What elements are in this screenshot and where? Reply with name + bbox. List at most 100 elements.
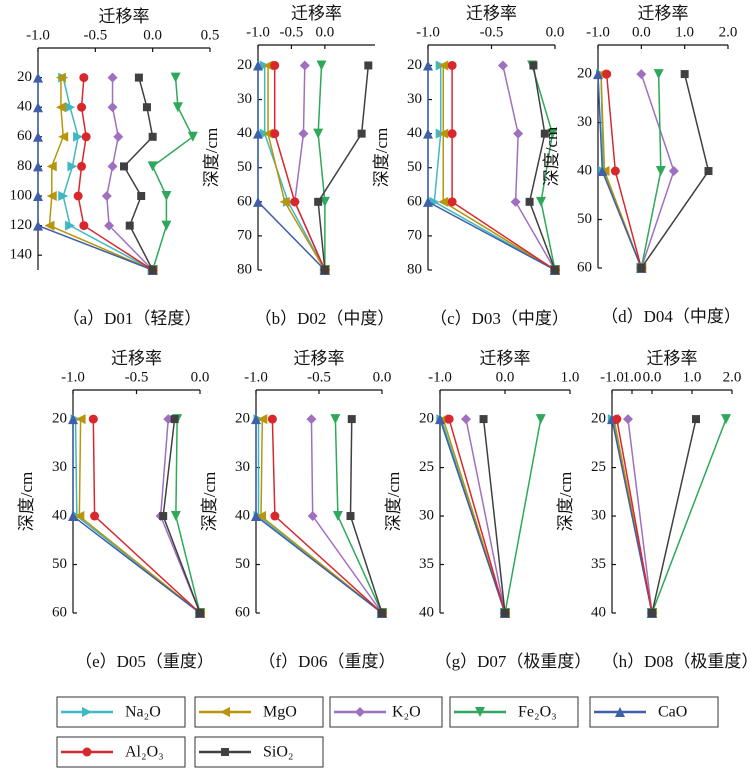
marker — [347, 415, 356, 424]
marker — [137, 192, 146, 200]
y-axis-title: 深度/cm — [542, 127, 561, 187]
series-line — [465, 418, 506, 614]
x-tick-label: -0.5 — [83, 27, 107, 43]
legend-box — [329, 696, 443, 728]
y-tick-label: 20 — [407, 57, 422, 73]
marker — [438, 128, 449, 139]
legend-box — [194, 736, 324, 768]
marker — [107, 102, 118, 113]
marker — [55, 72, 66, 83]
marker — [501, 609, 509, 617]
legend-box — [194, 696, 324, 728]
y-tick-label: 30 — [235, 459, 250, 475]
marker — [610, 166, 620, 176]
y-tick-label: 40 — [237, 125, 252, 141]
marker — [79, 73, 89, 83]
series-line — [267, 65, 326, 271]
panel-caption: （d）D04（中度） — [601, 307, 741, 326]
panel-caption: （f）D06（重度） — [259, 652, 396, 671]
marker — [704, 167, 713, 176]
y-tick-label: 25 — [591, 459, 606, 475]
marker — [536, 196, 547, 207]
series-line — [37, 77, 153, 271]
series-line — [451, 65, 556, 271]
marker — [378, 609, 386, 617]
legend-marker — [355, 707, 365, 717]
y-axis-title: 深度/cm — [372, 128, 391, 188]
x-tick-label: 0.0 — [143, 27, 162, 43]
marker — [263, 128, 274, 139]
series-line — [442, 65, 556, 271]
marker — [107, 72, 118, 83]
marker — [170, 511, 181, 522]
x-axis-title: 迁移率 — [480, 349, 531, 368]
marker — [33, 72, 43, 83]
x-axis-title: 迁移率 — [291, 4, 342, 23]
marker — [68, 414, 78, 425]
series-line — [651, 418, 727, 614]
series-line — [528, 65, 556, 271]
series-line — [257, 65, 326, 271]
y-tick-label: 20 — [237, 57, 252, 73]
marker — [593, 69, 603, 80]
panel-caption: （c）D03（中度） — [430, 309, 569, 328]
marker — [75, 414, 86, 425]
marker — [270, 129, 280, 139]
marker — [113, 131, 124, 142]
marker — [447, 197, 457, 207]
marker — [187, 131, 198, 142]
y-axis-title: 深度/cm — [200, 472, 219, 532]
x-tick-label: -1.0 — [600, 369, 624, 385]
marker — [668, 166, 679, 177]
series-line — [504, 418, 542, 614]
series-line — [502, 65, 556, 271]
x-axis-title: 迁移率 — [294, 349, 345, 368]
x-axis-title: 迁移率 — [466, 4, 517, 23]
marker — [314, 197, 323, 206]
y-tick-label: 50 — [235, 556, 250, 572]
x-tick-label: 0.0 — [315, 24, 334, 40]
marker — [253, 196, 263, 207]
marker — [307, 511, 318, 522]
panel-caption: （a）D01（轻度） — [63, 309, 202, 328]
x-tick-label: 1.0 — [623, 369, 642, 385]
marker — [101, 191, 112, 201]
marker — [33, 161, 43, 172]
legend-box — [589, 696, 719, 728]
marker — [257, 414, 268, 425]
marker — [513, 128, 524, 139]
y-tick-label: 40 — [407, 125, 422, 141]
y-tick-label: 120 — [10, 217, 33, 233]
marker — [497, 60, 508, 71]
marker — [540, 129, 549, 138]
x-tick-label: -1.0 — [428, 369, 452, 385]
x-tick-label: -1.0 — [586, 24, 610, 40]
marker — [364, 61, 373, 70]
marker — [90, 511, 100, 521]
panel-caption: （h）D08（极重度） — [602, 652, 754, 671]
marker — [263, 60, 274, 71]
marker — [67, 161, 78, 172]
marker — [107, 161, 118, 172]
marker — [58, 131, 69, 142]
y-tick-label: 30 — [591, 507, 606, 523]
series-line — [651, 418, 697, 614]
marker — [251, 511, 261, 522]
series-line — [151, 77, 194, 271]
series-line — [616, 418, 653, 614]
marker — [125, 221, 134, 230]
y-tick-label: 50 — [407, 159, 422, 175]
series-line — [334, 419, 383, 614]
series-line — [611, 418, 653, 614]
marker — [623, 414, 633, 425]
y-tick-label: 50 — [577, 211, 592, 227]
series-line — [427, 65, 556, 271]
y-tick-label: 140 — [10, 247, 33, 263]
x-tick-label: -1.0 — [246, 24, 270, 40]
marker — [251, 414, 261, 425]
y-tick-label: 20 — [17, 69, 32, 85]
marker — [547, 128, 558, 139]
marker — [267, 414, 277, 424]
x-axis-title: 迁移率 — [99, 7, 150, 26]
marker — [346, 512, 355, 521]
